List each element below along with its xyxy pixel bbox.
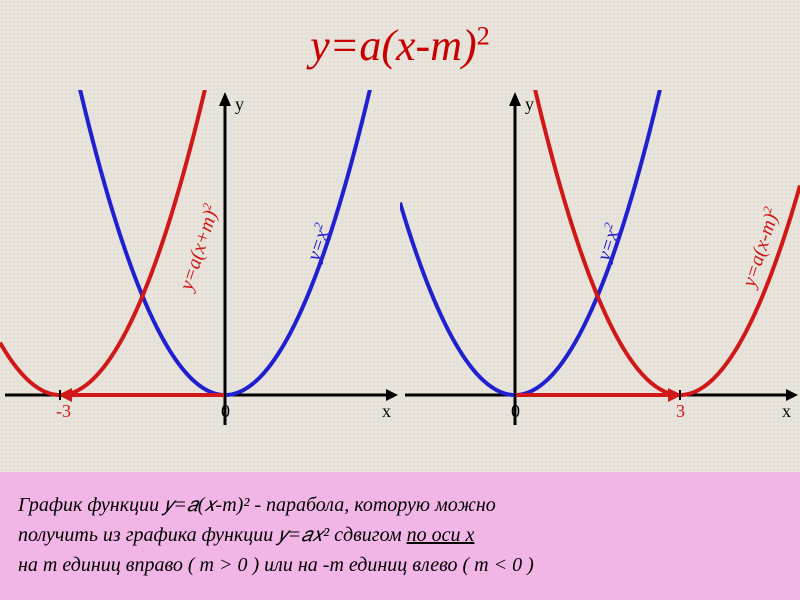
desc-line3: на m единиц вправо ( m > 0 ) или на -m е… [18, 554, 534, 576]
description-box: График функции 𝑦=𝑎(𝑥-m)² - парабола, кот… [0, 472, 800, 600]
x-axis-arrow [386, 389, 398, 401]
y-axis-label: y [525, 94, 534, 114]
y-axis-label: y [235, 94, 244, 114]
desc-line2a: получить из графика функции 𝑦=𝑎𝑥² сдвиго… [18, 524, 407, 546]
x-axis-label: x [782, 401, 791, 421]
desc-line1: График функции 𝑦=𝑎(𝑥-m)² - парабола, кот… [18, 494, 496, 516]
tick-label: 0 [511, 401, 520, 421]
charts-row: -30xyy=x2y=a(x+m)203xyy=x2y=a(x-m)2 [0, 90, 800, 430]
page-title: y=a(x-m)2 [0, 20, 800, 71]
tick-label: -3 [56, 401, 71, 421]
tick-label: 3 [676, 401, 685, 421]
chart-right: 03xyy=x2y=a(x-m)2 [400, 90, 800, 430]
chart-svg: 0 3 x y [400, 90, 800, 430]
y-axis-arrow [509, 92, 521, 106]
x-axis-label: x [382, 401, 391, 421]
x-axis-arrow [786, 389, 798, 401]
desc-line2b: по оси x [407, 524, 475, 546]
y-axis-arrow [219, 92, 231, 106]
tick-label: 0 [221, 401, 230, 421]
chart-left: -30xyy=x2y=a(x+m)2 [0, 90, 400, 430]
